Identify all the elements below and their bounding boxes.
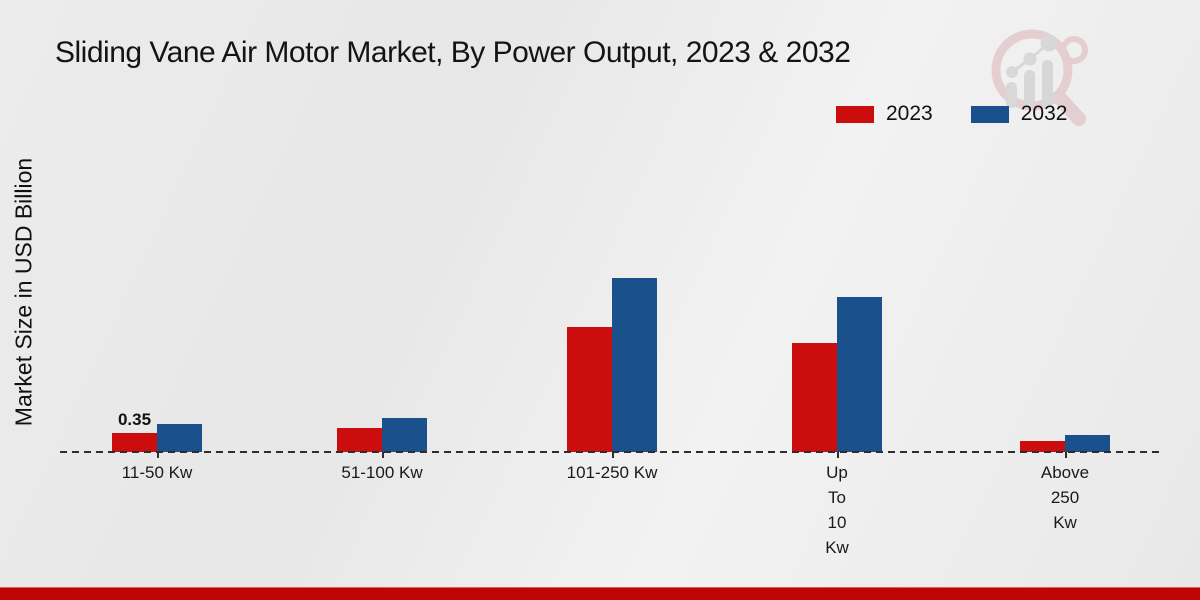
bar-value-label: 0.35 [117,409,152,429]
axis-tick [382,452,384,458]
legend-label-2032: 2032 [1020,102,1068,125]
legend-item-2023: 2023 [836,102,933,126]
legend: 2023 2032 [836,102,1067,126]
category-label: Above 250 Kw [1040,463,1090,532]
legend-item-2032: 2032 [970,102,1068,126]
category-label: 101-250 Kw [566,463,658,482]
bar-2032-category-0 [157,424,202,452]
axis-tick [1065,452,1067,458]
bar-2023-category-4 [1020,441,1065,452]
axis-tick [157,452,159,458]
bar-2032-category-3 [837,297,882,452]
bar-2023-category-3 [792,343,837,452]
market-research-future-logo-watermark [991,29,1088,126]
bar-2023-category-0 [112,433,157,452]
chart-title: Sliding Vane Air Motor Market, By Power … [55,36,851,69]
x-axis-dashed-baseline [60,451,1160,453]
category-label: 51-100 Kw [341,463,423,482]
axis-tick [837,452,839,458]
bar-2032-category-2 [612,278,657,452]
legend-swatch-2023-icon [836,105,874,123]
bar-2023-category-1 [337,427,382,452]
legend-swatch-2032-icon [970,105,1009,123]
axis-tick [612,452,614,458]
category-label: Up To 10 Kw [825,463,849,557]
bar-2032-category-4 [1065,435,1110,452]
legend-label-2023: 2023 [886,102,933,125]
bar-2023-category-2 [567,327,612,452]
footer-accent-bar [0,587,1200,600]
bar-2032-category-1 [382,418,427,452]
category-label: 11-50 Kw [121,463,193,482]
